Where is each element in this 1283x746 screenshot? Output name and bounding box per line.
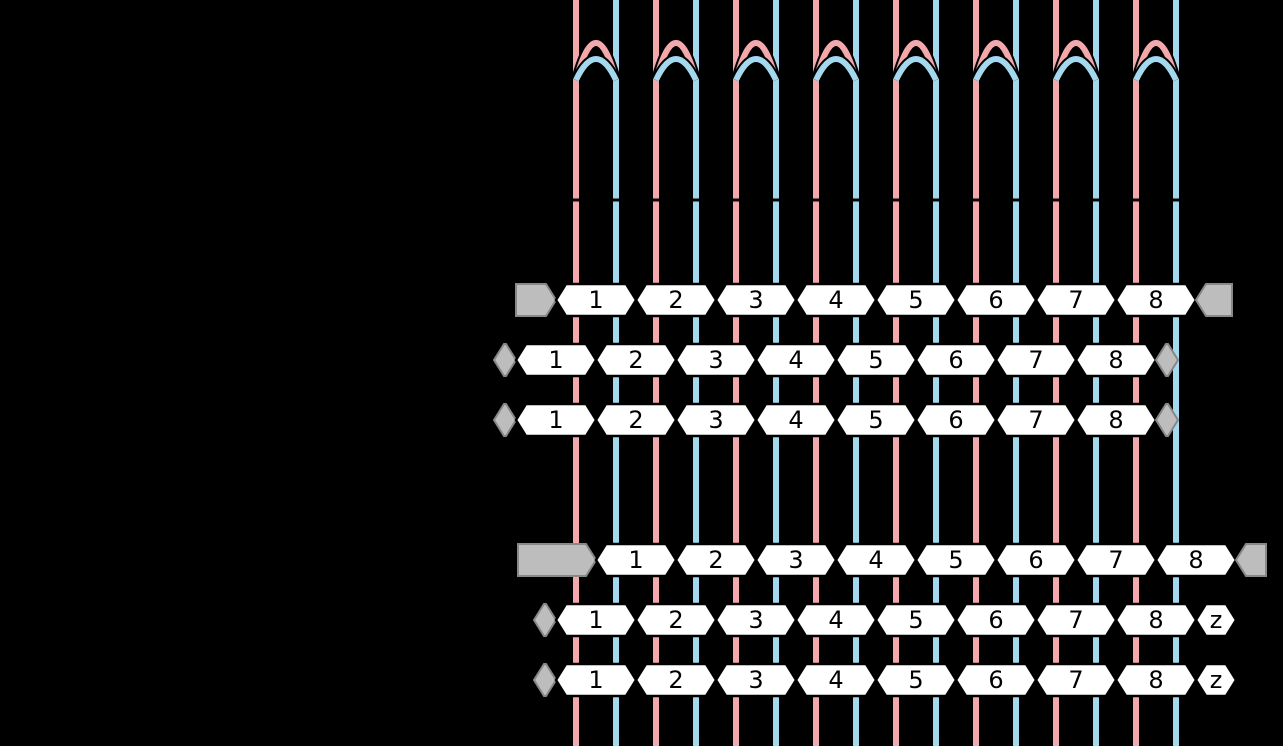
- weft-cell-label: 5: [868, 346, 883, 374]
- weft-cell-label: 6: [1028, 546, 1043, 574]
- weft-cell-label: 7: [1068, 606, 1083, 634]
- weft-cell-label: 2: [628, 406, 643, 434]
- weft-cell-label: 3: [748, 286, 763, 314]
- weft-cell-label: 3: [748, 666, 763, 694]
- weaving-draft-diagram: 1 2 3 4 5 6 7 8 1 2 3 4 5 6 7 8 1 2 3 4 5 6 7 8 1 2 3 4 5 6 7 8 1 2 3 4 5 6 7 8…: [0, 0, 1283, 746]
- weft-cell-label: 8: [1108, 406, 1123, 434]
- weft-cell-label: 7: [1068, 286, 1083, 314]
- weft-cell-label: 4: [828, 606, 843, 634]
- weft-cell-label: 1: [548, 346, 563, 374]
- weft-cell-label: 3: [708, 346, 723, 374]
- weft-cell-label: 8: [1148, 666, 1163, 694]
- weft-cell-label: 1: [588, 666, 603, 694]
- weft-cell-label: 7: [1068, 666, 1083, 694]
- weft-cell-label: 2: [668, 666, 683, 694]
- weft-cell-label: 5: [908, 666, 923, 694]
- weft-cell-label: 5: [908, 606, 923, 634]
- weft-cell-label: 5: [908, 286, 923, 314]
- weft-cell-label: 6: [988, 666, 1003, 694]
- weft-cell-label: 7: [1028, 346, 1043, 374]
- weft-cell-label: 5: [948, 546, 963, 574]
- weft-cell-label: 4: [828, 666, 843, 694]
- weft-cell-label: 8: [1148, 286, 1163, 314]
- weft-cell-label: 3: [708, 406, 723, 434]
- weft-cell-label: 2: [668, 286, 683, 314]
- weft-cell-label: 8: [1148, 606, 1163, 634]
- weft-cell-label: 7: [1108, 546, 1123, 574]
- weft-cell-label: 1: [588, 606, 603, 634]
- weft-cell-label: 1: [548, 406, 563, 434]
- weft-cell-label: 8: [1108, 346, 1123, 374]
- weft-cell-label: 1: [588, 286, 603, 314]
- weft-cell-label: 6: [948, 346, 963, 374]
- weft-cell-label: 5: [868, 406, 883, 434]
- weft-cell-label: 1: [628, 546, 643, 574]
- weft-cell-label: 7: [1028, 406, 1043, 434]
- weft-cell-label: 2: [708, 546, 723, 574]
- weft-cell-label: 4: [788, 406, 803, 434]
- weft-cell-label: 2: [668, 606, 683, 634]
- weft-end-left: [516, 284, 556, 316]
- weft-cell-label: 6: [988, 606, 1003, 634]
- weft-cell-label: 4: [828, 286, 843, 314]
- weft-cell-label: 4: [788, 346, 803, 374]
- weft-cell-label: 4: [868, 546, 883, 574]
- weft-cell-label: 8: [1188, 546, 1203, 574]
- weft-cell-label: z: [1210, 606, 1223, 634]
- weft-cell-label: 6: [988, 286, 1003, 314]
- weft-cell-label: 3: [748, 606, 763, 634]
- weft-cell-label: 6: [948, 406, 963, 434]
- weft-cell-label: 2: [628, 346, 643, 374]
- weft-end-left: [518, 544, 596, 576]
- weft-cell-label: z: [1210, 666, 1223, 694]
- weft-cell-label: 3: [788, 546, 803, 574]
